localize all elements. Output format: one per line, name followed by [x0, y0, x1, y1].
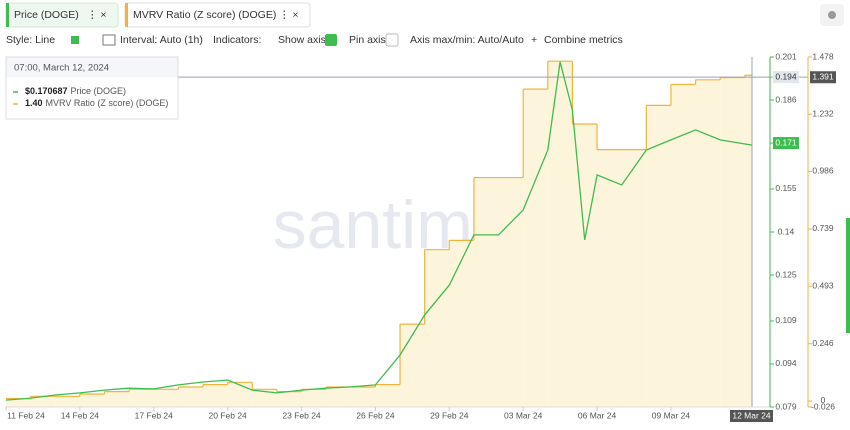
- pin-axis-label: Pin axis: [349, 34, 386, 46]
- mvrv-area: [424, 249, 450, 407]
- tab-label: MVRV Ratio (Z score) (DOGE): [133, 9, 276, 21]
- tooltip-value: $0.170687 Price (DOGE): [25, 86, 126, 96]
- mvrv-area: [30, 396, 56, 407]
- mvrv-area: [597, 149, 622, 407]
- mvrv-area: [400, 324, 425, 407]
- tooltip-series: MVRV Ratio (Z score) (DOGE): [46, 98, 169, 108]
- y2-tick-label: 1.232: [812, 108, 834, 118]
- y2-tick-label: 0.986: [812, 166, 834, 176]
- axis-badge-label: 0.194: [775, 71, 797, 81]
- tooltip-value: 1.40: [25, 98, 43, 108]
- mvrv-area: [227, 382, 253, 407]
- x-tick-label: 06 Mar 24: [578, 410, 617, 420]
- mvrv-area: [79, 393, 105, 407]
- mvrv-area: [744, 75, 752, 407]
- mvrv-area: [104, 391, 130, 407]
- mvrv-area: [646, 105, 671, 407]
- mvrv-area: [720, 77, 745, 407]
- y2-tick-label: 0.246: [812, 338, 834, 348]
- tab-marker: [125, 3, 128, 27]
- x-tick-label: 29 Feb 24: [430, 410, 469, 420]
- tab-menu[interactable]: ⋮ ×: [279, 9, 299, 21]
- mvrv-area: [695, 79, 721, 408]
- show-axis-label: Show axis: [278, 34, 326, 46]
- tab-label: Price (DOGE): [14, 9, 79, 21]
- y-tick-label: 0.14: [778, 226, 795, 236]
- mvrv-area: [547, 61, 573, 407]
- style-control[interactable]: Style: Line: [6, 34, 55, 46]
- cursor-label: 12 Mar 24: [732, 410, 771, 420]
- mvrv-area: [670, 84, 696, 407]
- combine-control[interactable]: Combine metrics: [544, 34, 623, 46]
- mvrv-area: [129, 389, 154, 407]
- color-swatch[interactable]: [71, 36, 79, 44]
- y-tick-label: 0.155: [775, 183, 797, 193]
- settings-icon: [828, 11, 836, 19]
- axis-badge: [773, 71, 799, 84]
- mvrv-area: [523, 89, 548, 407]
- mvrv-area: [326, 386, 351, 407]
- cursor-badge: [730, 410, 773, 422]
- y-tick-label: 0.079: [775, 401, 797, 411]
- mvrv-area: [203, 384, 228, 407]
- y-tick-label: 0.109: [775, 315, 797, 325]
- mvrv-area: [449, 240, 474, 407]
- mvrv-area: [375, 384, 401, 407]
- y2-tick-label: 0.739: [812, 223, 834, 233]
- price-line: [5, 61, 753, 401]
- x-tick-label: 14 Feb 24: [61, 410, 100, 420]
- y-tick-label: 0.201: [775, 51, 797, 61]
- tooltip-series: Price (DOGE): [71, 86, 127, 96]
- x-tick-label: 23 Feb 24: [282, 410, 321, 420]
- x-tick-label: 20 Feb 24: [209, 410, 248, 420]
- interval-icon: [102, 34, 116, 46]
- indicators-control[interactable]: Indicators:: [213, 34, 261, 46]
- y-tick-label: 0.094: [775, 358, 797, 368]
- mvrv-area: [350, 386, 376, 407]
- y-tick-label: 0.186: [775, 94, 797, 104]
- mvrv-area: [621, 149, 647, 407]
- axis-minmax-control[interactable]: Axis max/min: Auto/Auto: [410, 34, 524, 46]
- x-tick-label: 09 Mar 24: [652, 410, 691, 420]
- mvrv-area: [6, 398, 31, 407]
- y2-tick-label: 1.478: [812, 51, 834, 61]
- tooltip-value: 1.40 MVRV Ratio (Z score) (DOGE): [25, 98, 168, 108]
- axis-badge-label: 1.391: [812, 71, 834, 81]
- x-tick-label: 03 Mar 24: [504, 410, 543, 420]
- y2-tick-label: 0: [821, 395, 826, 405]
- tooltip-title: 07:00, March 12, 2024: [14, 63, 109, 74]
- mvrv-area: [153, 389, 179, 407]
- axis-badge: [810, 71, 836, 84]
- mvrv-area: [252, 389, 277, 407]
- tooltip-header: [6, 57, 178, 78]
- show-axis-checkbox[interactable]: [325, 34, 337, 46]
- pin-axis-checkbox[interactable]: [385, 33, 399, 47]
- x-tick-label: 17 Feb 24: [135, 410, 174, 420]
- combine-control[interactable]: +: [531, 34, 537, 46]
- interval-control[interactable]: Interval: Auto (1h): [120, 34, 203, 46]
- mvrv-area: [498, 177, 524, 407]
- axis-badge-label: 0.171: [775, 137, 797, 147]
- mvrv-area: [473, 177, 499, 407]
- x-tick-label: 11 Feb 24: [7, 410, 45, 420]
- mvrv-area: [572, 124, 598, 408]
- mvrv-area: [301, 389, 327, 407]
- tab-menu[interactable]: ⋮ ×: [87, 9, 107, 21]
- y-tick-label: 0.125: [775, 269, 797, 279]
- axis-badge: [773, 137, 799, 150]
- mvrv-area: [178, 386, 204, 407]
- mvrv-area: [55, 396, 80, 407]
- tab-marker: [6, 3, 9, 27]
- plot: 0.079 0.094 0.109 0.125 0.14 0.155 0.171 0.186 0…: [5, 51, 836, 422]
- y2-tick-label: -0.026: [811, 401, 835, 411]
- tooltip-value: $0.170687: [25, 86, 68, 96]
- scrollbar: [846, 218, 850, 333]
- x-tick-label: 26 Feb 24: [356, 410, 395, 420]
- mvrv-area: [276, 391, 302, 407]
- y2-tick-label: 0.493: [812, 280, 834, 290]
